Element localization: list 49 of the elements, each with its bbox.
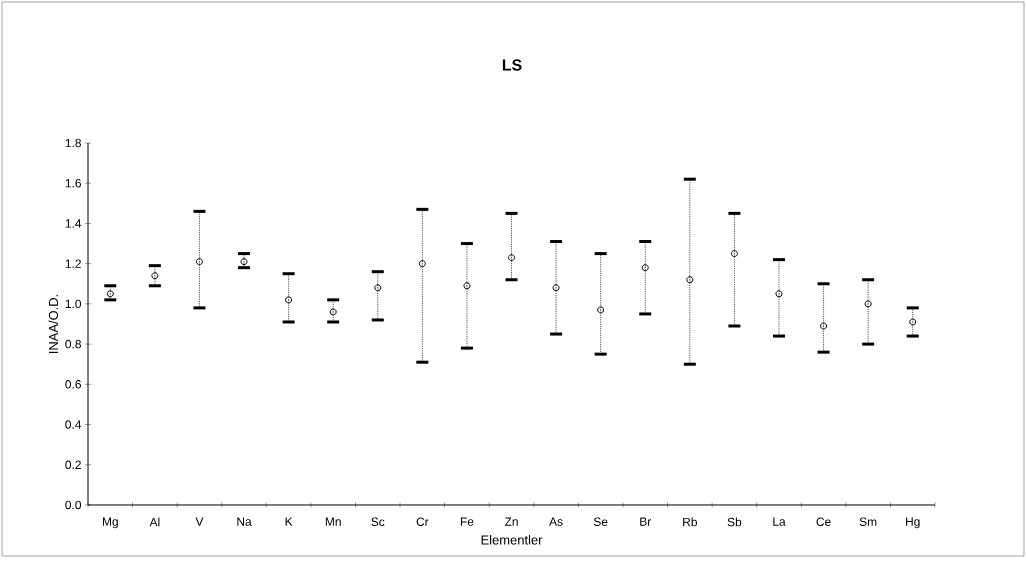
x-tick-label: Mg bbox=[102, 517, 118, 529]
point bbox=[820, 322, 828, 330]
y-tick-label: 0.6 bbox=[65, 380, 81, 389]
x-tick-label: K bbox=[285, 517, 293, 526]
point bbox=[418, 260, 426, 268]
y-tick-label: 1.6 bbox=[65, 178, 81, 188]
y-tick-label: 0.4 bbox=[65, 420, 82, 429]
x-tick-label: La bbox=[773, 517, 786, 526]
x-tick-label: Sb bbox=[727, 517, 742, 527]
x-tick-label: As bbox=[549, 517, 563, 526]
point bbox=[597, 306, 605, 314]
x-tick-label: Cr bbox=[416, 517, 429, 526]
x-tick-label: Sm bbox=[859, 517, 877, 526]
point bbox=[285, 296, 293, 304]
y-tick-label: 1.0 bbox=[65, 299, 82, 309]
x-tick-label: Na bbox=[237, 517, 252, 526]
point bbox=[195, 258, 203, 266]
x-tick-label: Fe bbox=[460, 517, 474, 526]
point bbox=[329, 308, 337, 316]
y-axis-title: INAA/O.D. bbox=[48, 294, 59, 354]
x-tick-label: Al bbox=[149, 517, 160, 527]
x-tick-label: Hg bbox=[906, 517, 920, 529]
y-tick-label: 0.0 bbox=[65, 500, 82, 510]
y-tick-label: 0.8 bbox=[65, 339, 81, 349]
x-tick-label: V bbox=[195, 517, 204, 526]
point bbox=[151, 272, 159, 280]
point bbox=[864, 300, 872, 308]
point bbox=[775, 290, 783, 298]
x-axis-title: Elementler bbox=[481, 535, 543, 545]
point bbox=[374, 284, 382, 292]
x-tick-label: Ce bbox=[816, 517, 831, 526]
point bbox=[909, 318, 917, 326]
point bbox=[552, 284, 560, 292]
x-tick-label: Zn bbox=[504, 517, 518, 526]
point bbox=[730, 250, 738, 258]
point bbox=[463, 282, 471, 290]
y-tick-label: 1.4 bbox=[65, 219, 82, 228]
point bbox=[641, 264, 649, 272]
x-tick-label: Br bbox=[640, 517, 652, 526]
point bbox=[508, 254, 516, 262]
point bbox=[686, 276, 694, 284]
y-tick-label: 1.8 bbox=[65, 138, 81, 148]
x-tick-label: Se bbox=[593, 517, 608, 526]
x-tick-label: Sc bbox=[371, 517, 385, 526]
x-tick-label: Mn bbox=[325, 517, 341, 526]
y-tick-label: 0.2 bbox=[65, 460, 81, 469]
x-tick-label: Rb bbox=[683, 517, 697, 527]
y-tick-label: 1.2 bbox=[65, 259, 81, 268]
chart-title: LS bbox=[502, 59, 522, 71]
